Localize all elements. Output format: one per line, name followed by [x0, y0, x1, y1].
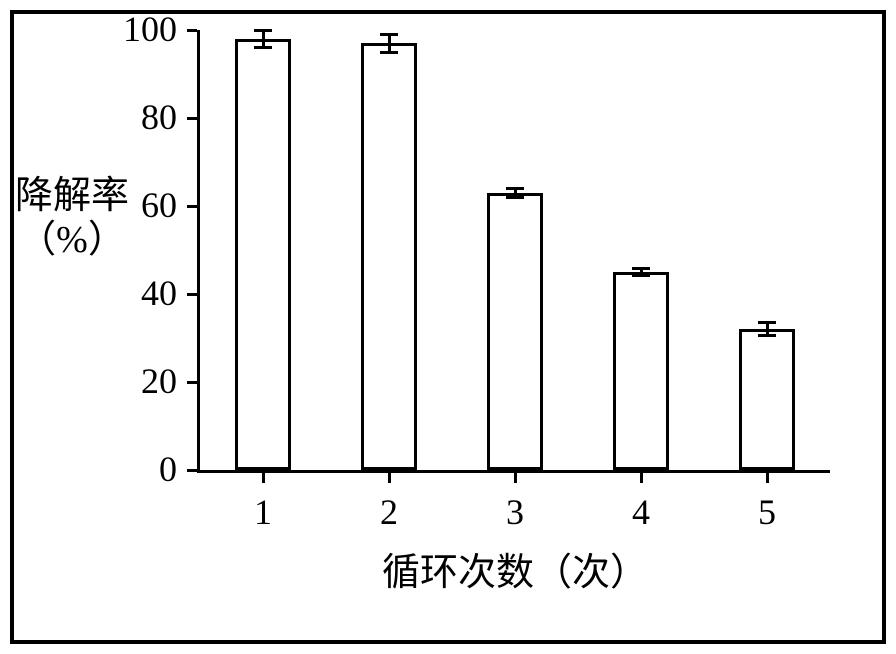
bar: [613, 272, 670, 470]
x-tick: [766, 473, 769, 483]
bar: [487, 193, 544, 470]
y-axis-label-line1: 降解率: [15, 175, 129, 219]
y-axis: [197, 30, 200, 473]
y-tick: [187, 293, 197, 296]
error-bar-cap: [506, 187, 524, 190]
y-tick: [187, 381, 197, 384]
error-bar-cap: [632, 274, 650, 277]
x-tick-label: 5: [727, 491, 807, 533]
x-tick-label: 3: [475, 491, 555, 533]
y-tick-label: 80: [97, 96, 177, 138]
error-bar-cap: [632, 267, 650, 270]
y-axis-label: 降解率（%）: [15, 175, 129, 262]
y-tick: [187, 205, 197, 208]
error-bar-cap: [758, 321, 776, 324]
y-tick-label: 20: [97, 360, 177, 402]
x-tick-label: 2: [349, 491, 429, 533]
y-tick: [187, 29, 197, 32]
y-tick-label: 100: [97, 8, 177, 50]
error-bar: [388, 34, 391, 52]
y-tick-label: 0: [97, 448, 177, 490]
x-tick: [514, 473, 517, 483]
error-bar-cap: [758, 334, 776, 337]
y-tick: [187, 117, 197, 120]
bar: [739, 329, 796, 470]
error-bar-cap: [254, 29, 272, 32]
x-tick-label: 4: [601, 491, 681, 533]
x-axis-label: 循环次数（次）: [200, 541, 830, 596]
bar: [361, 43, 418, 470]
chart-container: 02040608010012345降解率（%）循环次数（次）: [0, 0, 896, 654]
error-bar: [262, 30, 265, 48]
error-bar-cap: [506, 196, 524, 199]
y-tick: [187, 469, 197, 472]
x-tick: [262, 473, 265, 483]
error-bar-cap: [380, 33, 398, 36]
error-bar-cap: [380, 51, 398, 54]
error-bar-cap: [254, 46, 272, 49]
x-tick: [640, 473, 643, 483]
y-tick-label: 40: [97, 272, 177, 314]
x-tick: [388, 473, 391, 483]
y-axis-label-line2: （%）: [15, 219, 129, 263]
x-tick-label: 1: [223, 491, 303, 533]
bar: [235, 39, 292, 470]
